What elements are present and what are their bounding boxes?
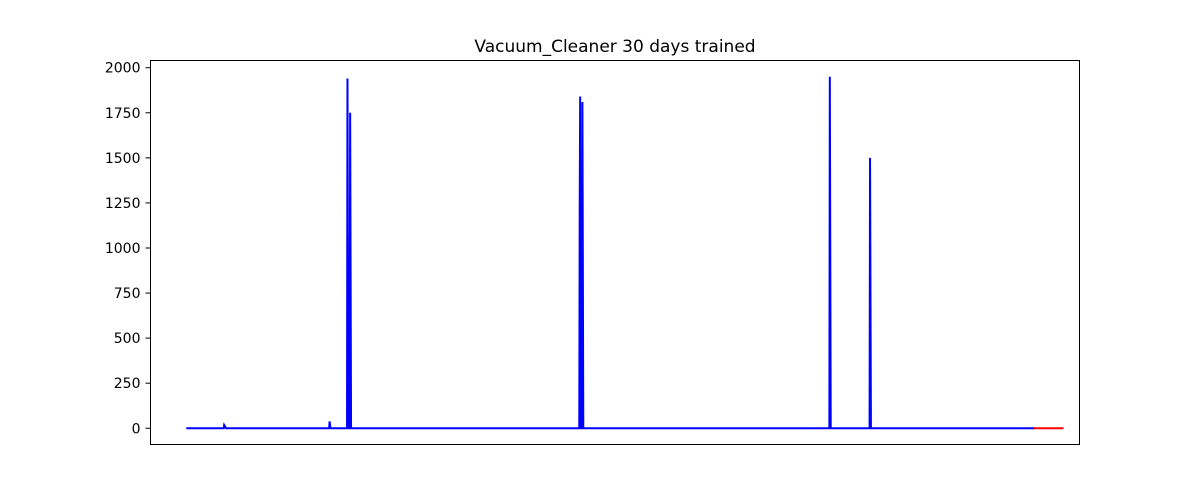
series-layer xyxy=(186,76,1064,430)
plot-frame xyxy=(150,60,1080,445)
y-tick-label: 0 xyxy=(132,421,141,437)
y-tick-label: 500 xyxy=(114,331,141,347)
y-tick-label: 1500 xyxy=(105,151,141,167)
y-axis: 0 250 500 750 1000 1250 1500 1750 2000 xyxy=(105,61,151,437)
y-tick-label: 750 xyxy=(114,286,141,302)
y-tick-label: 2000 xyxy=(105,61,141,77)
series-line-1 xyxy=(186,76,1035,430)
y-tick-label: 1750 xyxy=(105,106,141,122)
y-tick-label: 1000 xyxy=(105,241,141,257)
y-tick-label: 250 xyxy=(114,376,141,392)
chart-title: Vacuum_Cleaner 30 days trained xyxy=(474,37,755,57)
y-tick-label: 1250 xyxy=(105,196,141,212)
